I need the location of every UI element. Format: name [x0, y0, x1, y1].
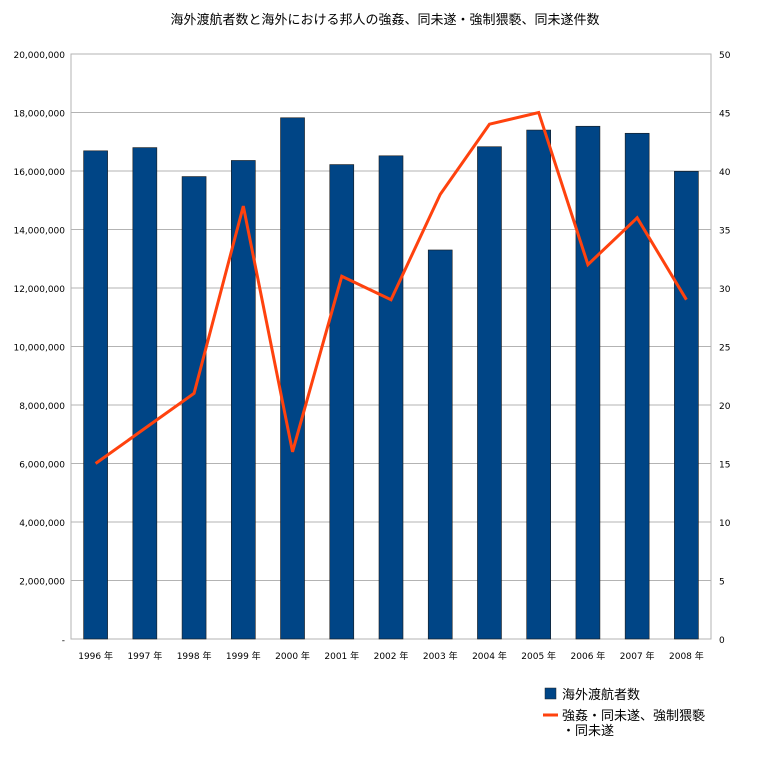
right-tick-label: 25 — [719, 344, 730, 354]
left-tick-label: 10,000,000 — [13, 344, 65, 354]
bar — [527, 130, 551, 639]
x-tick-label: 1996 年 — [78, 650, 113, 662]
x-tick-label: 2002 年 — [374, 650, 409, 662]
x-tick-label: 2008 年 — [669, 650, 704, 662]
right-tick-label: 15 — [719, 461, 730, 471]
bar — [182, 177, 206, 639]
left-tick-label: 14,000,000 — [13, 227, 65, 237]
x-tick-label: 1999 年 — [226, 650, 261, 662]
right-tick-label: 40 — [719, 168, 731, 178]
legend: 海外渡航者数 強姦・同未遂、強制猥褻・同未遂 — [543, 687, 705, 739]
left-tick-label: 6,000,000 — [19, 461, 65, 471]
right-tick-label: 20 — [719, 402, 731, 412]
bar — [379, 156, 403, 639]
chart-title: 海外渡航者数と海外における邦人の強姦、同未遂・強制猥褻、同未遂件数 — [170, 12, 599, 28]
bar — [674, 171, 698, 639]
right-tick-label: 30 — [719, 285, 731, 295]
right-tick-label: 10 — [719, 519, 731, 529]
x-tick-label: 2006 年 — [571, 650, 606, 662]
bar — [281, 118, 305, 639]
x-tick-label: 2004 年 — [472, 650, 507, 662]
left-tick-label: 12,000,000 — [13, 285, 65, 295]
left-tick-label: 16,000,000 — [13, 168, 65, 178]
legend-label-cases: 強姦・同未遂、強制猥褻・同未遂 — [562, 708, 705, 739]
x-tick-label: 1997 年 — [127, 650, 162, 662]
right-tick-label: 35 — [719, 227, 730, 237]
left-tick-label: 18,000,000 — [13, 110, 65, 120]
right-tick-label: 45 — [719, 110, 730, 120]
left-tick-label: 4,000,000 — [19, 519, 65, 529]
x-tick-label: 2003 年 — [423, 650, 458, 662]
bar — [477, 147, 501, 639]
x-tick-label: 2001 年 — [324, 650, 359, 662]
legend-bar-swatch — [545, 688, 556, 699]
x-tick-label: 2000 年 — [275, 650, 310, 662]
x-tick-label: 2007 年 — [620, 650, 655, 662]
right-tick-label: 50 — [719, 51, 731, 61]
x-tick-label: 1998 年 — [177, 650, 212, 662]
left-tick-label: 8,000,000 — [19, 402, 65, 412]
right-tick-label: 5 — [719, 578, 725, 588]
legend-label-travelers: 海外渡航者数 — [562, 687, 640, 703]
bar — [428, 250, 452, 639]
bar — [84, 151, 108, 639]
right-tick-label: 0 — [719, 636, 725, 646]
left-tick-label: 20,000,000 — [13, 51, 65, 61]
left-tick-label: - — [62, 636, 65, 646]
bar — [330, 165, 354, 639]
bar — [133, 148, 157, 639]
bar — [576, 126, 600, 639]
bar — [625, 133, 649, 639]
left-tick-label: 2,000,000 — [19, 578, 65, 588]
x-tick-label: 2005 年 — [521, 650, 556, 662]
